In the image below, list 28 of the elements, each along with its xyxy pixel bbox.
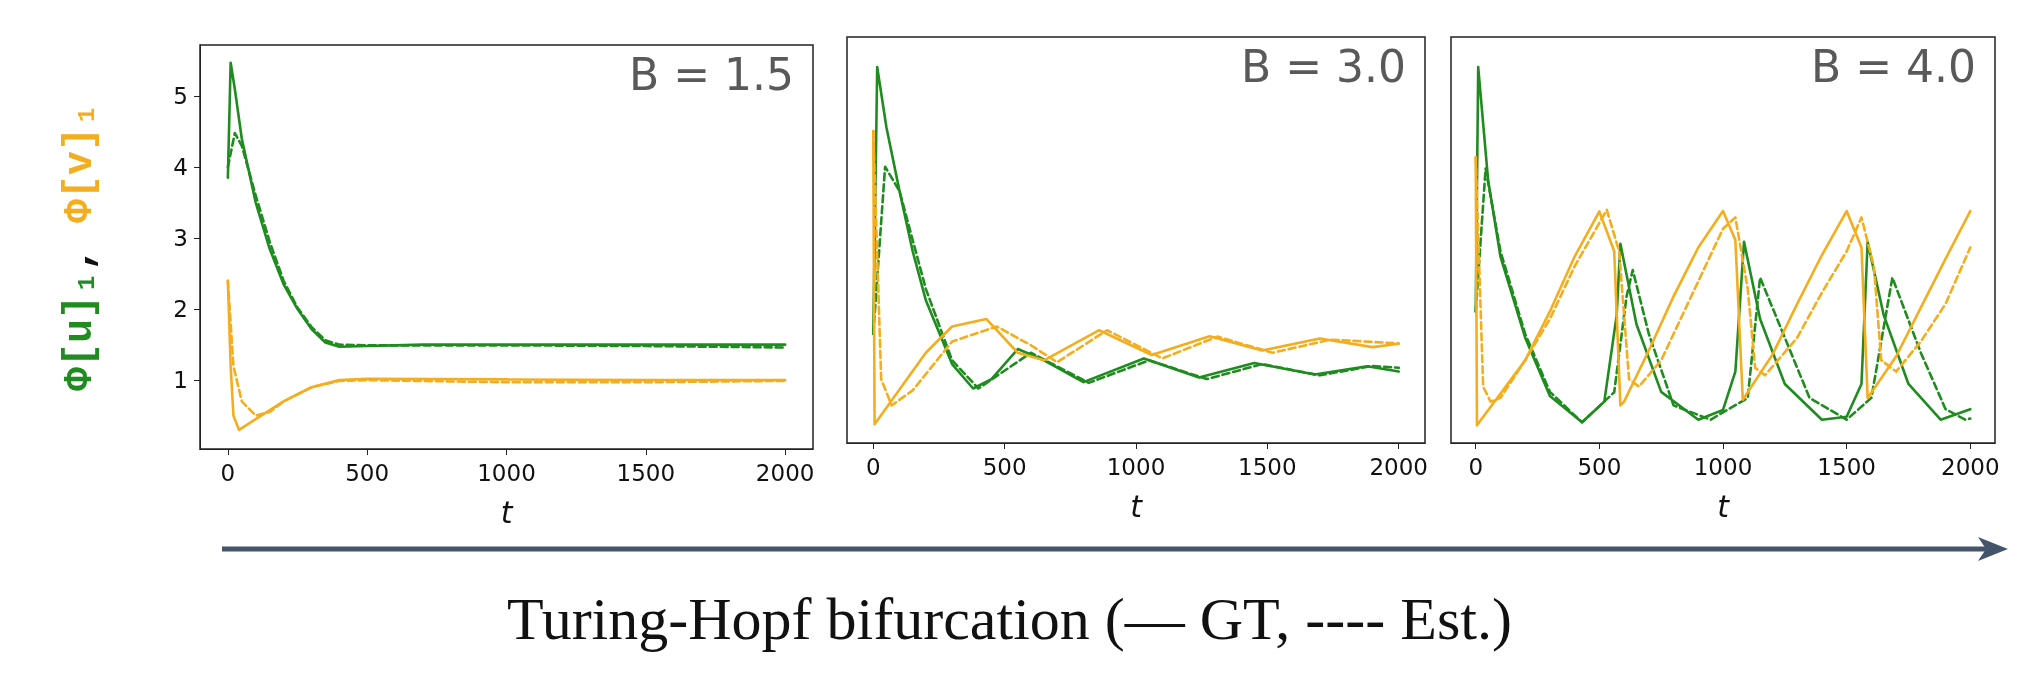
y-tick-label: 1: [173, 367, 188, 394]
x-tick-label: 1500: [1817, 453, 1876, 480]
chart-title: B = 4.0: [1811, 40, 1976, 92]
x-axis-title: t: [1130, 488, 1144, 524]
y-axis-title: Φ[u]₁, Φ[v]₁: [57, 102, 103, 392]
x-tick-label: 1500: [1238, 453, 1297, 480]
y-tick-label: 3: [173, 225, 188, 252]
x-axis-title: t: [1717, 488, 1731, 524]
x-tick-label: 2000: [1369, 453, 1428, 480]
chart-title: B = 1.5: [629, 48, 794, 100]
x-tick-label: 1500: [616, 459, 676, 486]
y-tick-label: 5: [173, 83, 188, 110]
x-tick-label: 2000: [755, 459, 815, 486]
y-tick-label: 2: [173, 296, 188, 323]
y-tick-label: 4: [173, 154, 188, 181]
x-tick-label: 1000: [1106, 453, 1166, 480]
x-tick-label: 500: [982, 453, 1027, 480]
text: Turing-Hopf bifurcation (— GT, ---- Est.): [506, 585, 1513, 654]
x-tick-label: 1000: [477, 459, 536, 486]
x-tick-label: 1000: [1693, 453, 1753, 480]
x-tick-label: 2000: [1941, 453, 2000, 480]
x-tick-label: 0: [220, 459, 236, 486]
x-tick-label: 500: [345, 459, 390, 486]
x-tick-label: 500: [1577, 453, 1622, 480]
x-tick-label: 0: [865, 453, 881, 480]
x-axis-title: t: [500, 494, 514, 530]
x-tick-label: 0: [1468, 453, 1484, 480]
chart-title: B = 3.0: [1241, 40, 1406, 92]
